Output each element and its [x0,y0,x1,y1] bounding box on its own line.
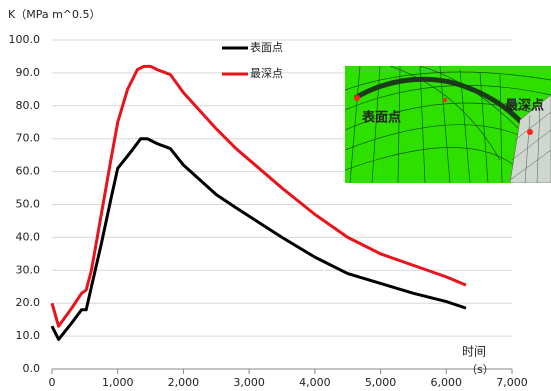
x-tick-label: 0 [49,376,56,389]
y-tick-label: 100.0 [9,33,41,46]
y-axis-title: K（MPa m^0.5） [8,8,101,21]
legend-label: 表面点 [250,40,283,54]
y-tick-label: 40.0 [16,230,41,243]
x-tick-label: 2,000 [168,376,200,389]
x-axis-title: 时间 [462,345,486,359]
x-tick-label: 6,000 [431,376,463,389]
x-tick-label: 3,000 [233,376,265,389]
inset-label: 表面点 [361,110,401,126]
x-tick-label: 4,000 [299,376,331,389]
y-tick-label: 50.0 [16,198,41,211]
x-tick-label: 5,000 [365,376,397,389]
chart: 0.0 10.0 20.0 30.0 40.0 50.0 60.0 70.0 80.0 90.0 1… [0,0,551,391]
y-tick-label: 20.0 [16,296,41,309]
x-tick-label: 7,000 [496,376,528,389]
y-tick-label: 90.0 [16,66,41,79]
y-tick-label: 10.0 [16,329,41,342]
y-tick-label: 0.0 [23,362,41,375]
y-tick-label: 70.0 [16,132,41,145]
x-axis-unit: （s） [466,363,494,376]
inset-label: 最深点 [505,98,544,114]
y-tick-label: 80.0 [16,99,41,112]
legend-label: 最深点 [250,67,283,80]
y-tick-label: 60.0 [16,165,41,178]
x-tick-label: 1,000 [102,376,134,389]
y-tick-label: 30.0 [16,263,41,276]
inset-image: 表面点 最深点 [345,66,551,183]
